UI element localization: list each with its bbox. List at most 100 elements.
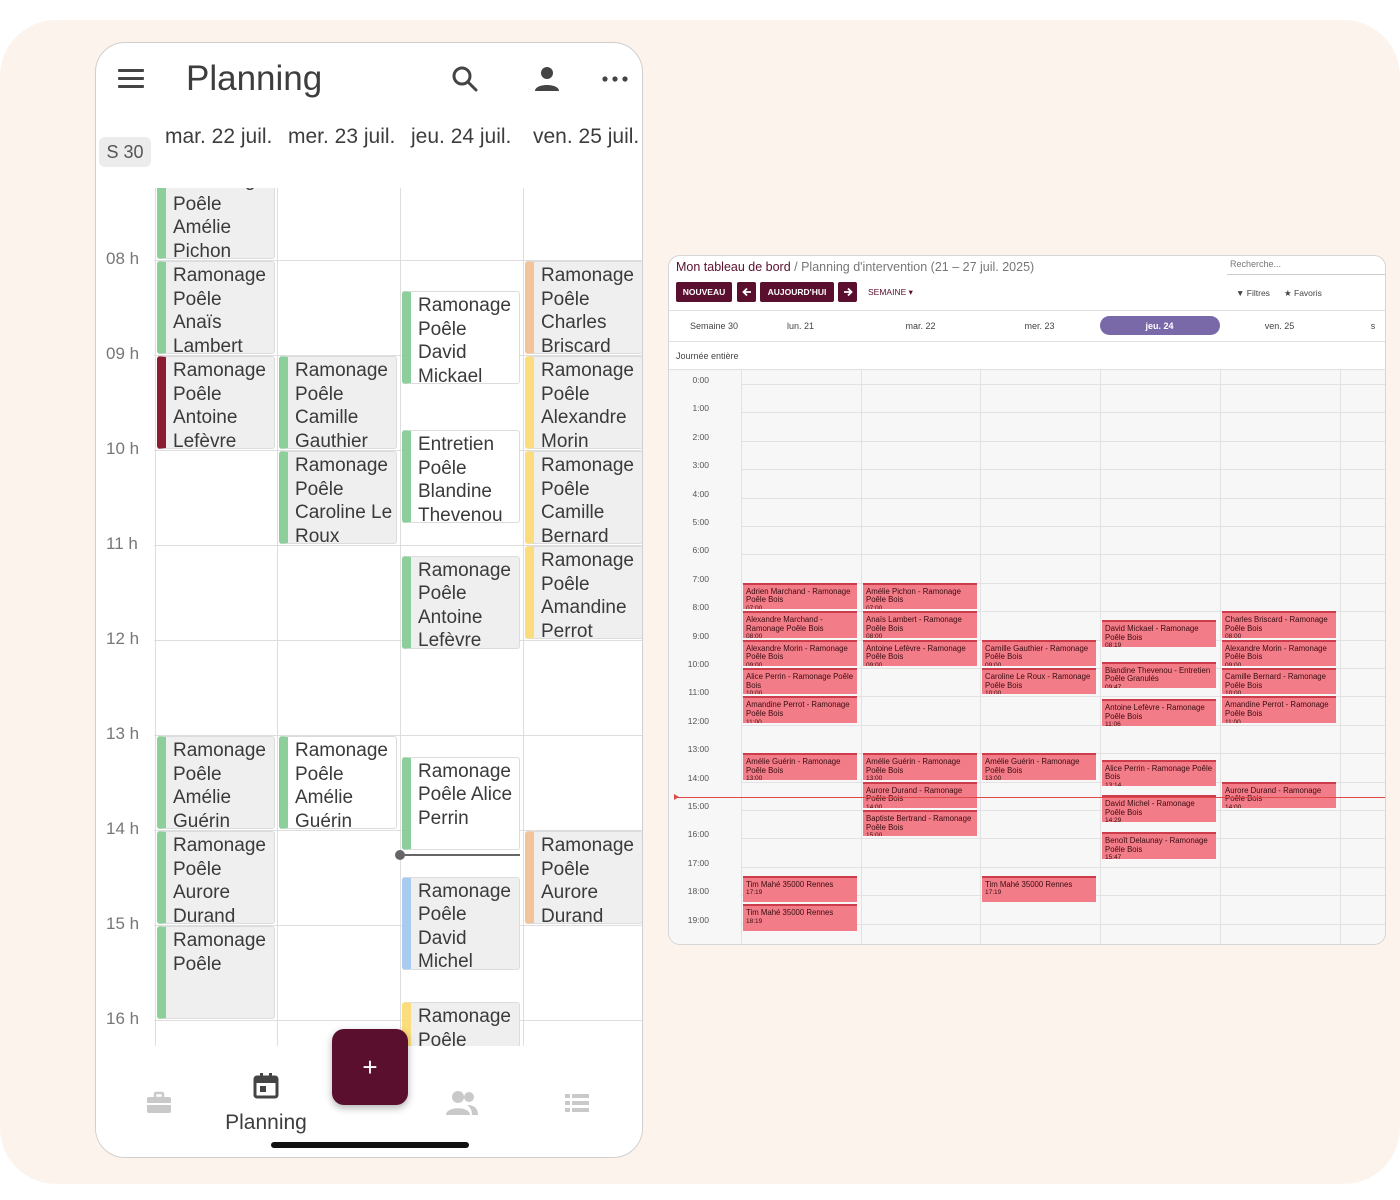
all-day-row[interactable]: Journée entière [669, 342, 1385, 370]
day-header-wed[interactable]: mer. 23 juil. [288, 125, 396, 148]
event-card[interactable]: Ramonage Poêle Charles Briscard [525, 261, 642, 354]
favorites-label: Favoris [1294, 288, 1322, 298]
next-week-button[interactable] [838, 282, 857, 302]
add-event-button[interactable]: + [332, 1029, 408, 1105]
event-card[interactable]: Ramonage Poêle Camille Bernard [525, 451, 642, 544]
desktop-event[interactable]: Benoît Delaunay - Ramonage Poêle Bois 15:… [1102, 832, 1216, 859]
favorites-button[interactable]: ★ Favoris [1284, 288, 1322, 299]
previous-week-button[interactable] [737, 282, 756, 302]
event-card[interactable]: Ramonage Poêle Camille Gauthier [279, 356, 397, 449]
day-column-divider [400, 188, 401, 1046]
hour-label: 19:00 [687, 914, 709, 925]
search-input[interactable]: Recherche... [1227, 257, 1385, 275]
event-card[interactable]: Ramonage Poêle Amélie Guérin [157, 736, 275, 829]
desktop-event[interactable]: Anaïs Lambert - Ramonage Poêle Bois 08:00 [863, 611, 977, 638]
desktop-day-fri[interactable]: ven. 25 [1264, 321, 1295, 331]
desktop-event[interactable]: Amélie Guérin - Ramonage Poêle Bois 13:00 [863, 753, 977, 780]
desktop-event[interactable]: Alice Perrin - Ramonage Poêle Bois 10:00 [743, 668, 857, 695]
nav-planning[interactable]: Planning [221, 1072, 311, 1135]
event-card[interactable]: Ramonage Poêle Alexandre Morin [525, 356, 642, 449]
desktop-event[interactable]: Alexandre Marchand - Ramonage Poêle Bois… [743, 611, 857, 638]
desktop-event[interactable]: Caroline Le Roux - Ramonage Poêle Bois 10… [982, 668, 1096, 695]
desktop-event[interactable]: Aurore Durand - Ramonage Poêle Bois 14:00 [863, 781, 977, 808]
desktop-event[interactable]: Alexandre Morin - Ramonage Poêle Bois 09:… [743, 639, 857, 666]
desktop-event[interactable]: Charles Briscard - Ramonage Poêle Bois 08… [1222, 611, 1336, 638]
mobile-header: Planning [96, 43, 642, 123]
desktop-day-tue[interactable]: mar. 22 [905, 321, 936, 331]
current-time-line [677, 797, 1385, 799]
desktop-day-mon[interactable]: lun. 21 [786, 321, 815, 331]
search-icon[interactable] [449, 63, 481, 95]
desktop-event[interactable]: Tim Mahé 35000 Rennes 17:19 [982, 875, 1096, 903]
desktop-event[interactable]: Amélie Guérin - Ramonage Poêle Bois 13:00 [743, 753, 857, 780]
desktop-day-sat[interactable]: s [1370, 321, 1376, 331]
hour-gridline [741, 582, 1385, 584]
day-header-tue[interactable]: mar. 22 juil. [165, 125, 273, 148]
desktop-event[interactable]: Amandine Perrot - Ramonage Poêle Bois 11:… [1222, 696, 1336, 723]
desktop-time-grid[interactable]: 0:00 1:00 2:00 3:00 4:00 5:00 6:00 7:00 8:00 9:00… [669, 370, 1385, 944]
desktop-event[interactable]: David Michel - Ramonage Poêle Bois 14:29 [1102, 795, 1216, 822]
desktop-event[interactable]: Amélie Guérin - Ramonage Poêle Bois 13:00 [982, 753, 1096, 780]
desktop-event[interactable]: Tim Mahé 35000 Rennes 18:19 [743, 904, 857, 931]
hour-label: 11 h [106, 534, 138, 553]
hour-label: 13:00 [687, 744, 709, 755]
event-card[interactable]: Ramonage Poêle Caroline Le Roux [279, 451, 397, 544]
more-options-icon[interactable] [599, 63, 631, 95]
desktop-event[interactable]: Adrien Marchand - Ramonage Poêle Bois 07:… [743, 582, 857, 610]
event-card[interactable]: Ramonage Poêle Antoine Lefèvre [157, 356, 275, 449]
desktop-day-wed[interactable]: mer. 23 [1024, 321, 1055, 331]
event-card[interactable]: Ramonage Poêle David Mickael [402, 291, 520, 385]
desktop-event[interactable]: Blandine Thevenou - Entretien Poêle Gran… [1102, 661, 1216, 689]
nav-list[interactable] [532, 1072, 622, 1123]
nav-jobs[interactable] [114, 1072, 204, 1123]
view-mode-dropdown[interactable]: SEMAINE ▾ [868, 287, 913, 297]
hour-label: 08 h [106, 249, 140, 268]
desktop-event[interactable]: Camille Bernard - Ramonage Poêle Bois 10:… [1222, 668, 1336, 695]
hour-gridline [741, 497, 1385, 499]
filters-button[interactable]: ▼ Filtres [1236, 288, 1270, 298]
event-card[interactable]: Ramonage Poêle Alice Perrin [402, 756, 520, 850]
event-card[interactable]: Ramonage Poêle Amélie Pichon [157, 188, 275, 259]
desktop-event[interactable]: Alice Perrin - Ramonage Poêle Bois 13:14 [1102, 759, 1216, 787]
event-card[interactable]: Ramonage Poêle Anaïs Lambert [157, 261, 275, 354]
desktop-event[interactable]: David Mickael - Ramonage Poêle Bois 08:19 [1102, 620, 1216, 647]
desktop-day-thu[interactable]: jeu. 24 [1145, 321, 1174, 331]
event-time: 17:19 [985, 889, 1002, 897]
event-card[interactable]: Ramonage Poêle Antoine Lefèvre [402, 555, 520, 649]
desktop-event[interactable]: Amandine Perrot - Ramonage Poêle Bois 11:… [743, 696, 857, 723]
event-card[interactable]: Entretien Poêle Blandine Thevenou [402, 430, 520, 524]
new-button[interactable]: NOUVEAU [676, 282, 732, 302]
event-card[interactable]: Ramonage Poêle Amélie Guérin [279, 736, 397, 829]
breadcrumb-root-link[interactable]: Mon tableau de bord [676, 260, 791, 274]
hour-gridline [154, 830, 642, 831]
desktop-event[interactable]: Amélie Pichon - Ramonage Poêle Bois 07:00 [863, 582, 977, 610]
menu-icon[interactable] [118, 69, 144, 89]
hour-gridline [741, 440, 1385, 442]
user-icon[interactable] [531, 63, 563, 95]
desktop-event[interactable]: Antoine Lefèvre - Ramonage Poêle Bois 09:… [863, 639, 977, 666]
mobile-calendar-grid[interactable]: 08 h 09 h 10 h 11 h 12 h 13 h 14 h 15 h 16 h Ramo… [96, 188, 642, 1046]
hour-label: 15 h [106, 914, 140, 933]
current-time-dot [395, 849, 405, 860]
event-title: Camille Bernard - Ramonage Poêle Bois [1225, 672, 1326, 690]
nav-team[interactable] [417, 1072, 507, 1123]
week-badge[interactable]: S 30 [99, 137, 151, 167]
event-card[interactable]: Ramonage Poêle David Michel [402, 876, 520, 970]
desktop-event[interactable]: Baptiste Bertrand - Ramonage Poêle Bois 1… [863, 810, 977, 837]
event-card[interactable]: Ramonage Poêle [157, 926, 275, 1019]
event-card[interactable]: Ramonage Poêle Amandine Perrot [525, 546, 642, 639]
event-title: Anaïs Lambert - Ramonage Poêle Bois [866, 615, 962, 633]
hour-gridline [741, 412, 1385, 414]
desktop-event[interactable]: Tim Mahé 35000 Rennes 17:19 [743, 875, 857, 903]
desktop-event[interactable]: Camille Gauthier - Ramonage Poêle Bois 09… [982, 639, 1096, 666]
day-header-thu[interactable]: jeu. 24 juil. [411, 125, 512, 148]
event-card[interactable]: Ramonage Poêle [402, 1002, 520, 1046]
desktop-event[interactable]: Antoine Lefèvre - Ramonage Poêle Bois 11:… [1102, 699, 1216, 726]
desktop-event[interactable]: Alexandre Morin - Ramonage Poêle Bois 09:… [1222, 639, 1336, 666]
event-card[interactable]: Ramonage Poêle Aurore Durand [157, 831, 275, 924]
today-button[interactable]: AUJOURD'HUI [760, 282, 834, 302]
hour-gridline [154, 545, 642, 546]
day-header-fri[interactable]: ven. 25 juil. [533, 125, 640, 148]
event-card[interactable]: Ramonage Poêle Aurore Durand [525, 831, 642, 924]
desktop-event[interactable]: Aurore Durand - Ramonage Poêle Bois 14:00 [1222, 781, 1336, 808]
